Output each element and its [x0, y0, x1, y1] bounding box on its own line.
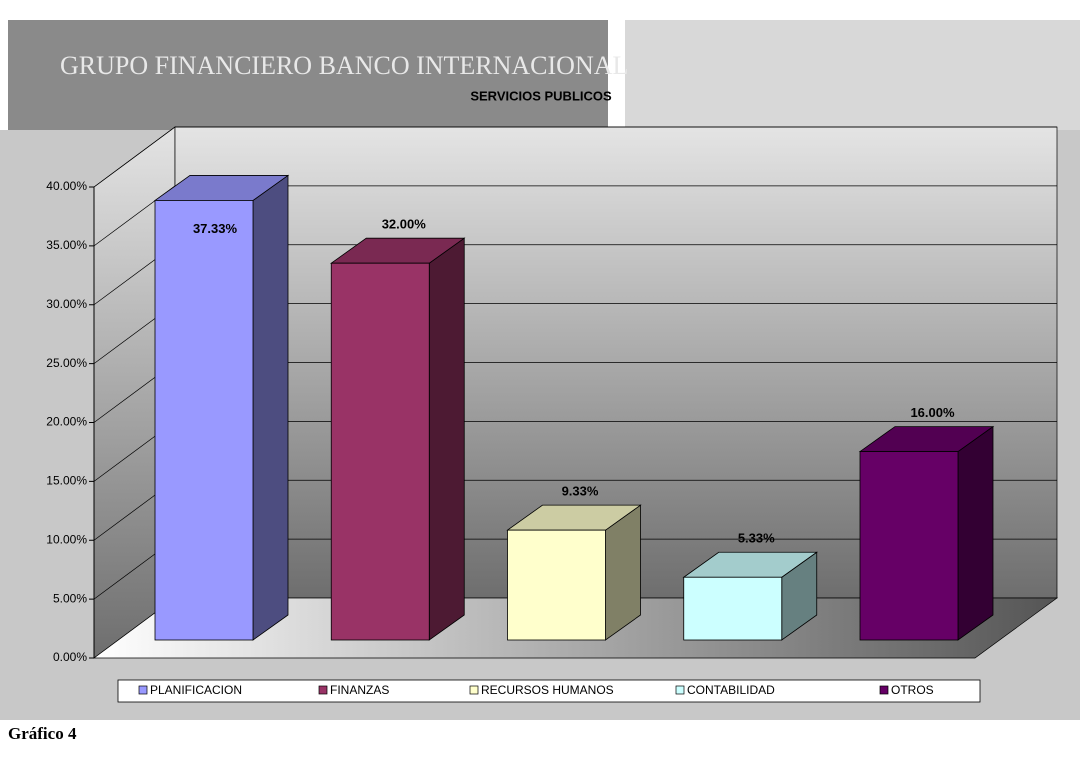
bar	[859, 451, 959, 641]
caption-bg	[0, 720, 1080, 773]
legend-swatch	[675, 685, 685, 695]
chart-title: SERVICIOS PUBLICOS	[470, 88, 612, 103]
bar	[683, 576, 783, 641]
value-label: 16.00%	[910, 405, 955, 420]
y-tick-label: 5.00%	[53, 591, 87, 605]
legend-swatch	[138, 685, 148, 695]
bar	[507, 529, 606, 641]
value-label: 32.00%	[382, 217, 427, 232]
value-label: 37.33%	[193, 221, 238, 236]
legend-swatch	[469, 685, 479, 695]
legend-swatch	[318, 685, 328, 695]
y-tick-label: 10.00%	[46, 532, 87, 546]
banner-bg	[8, 20, 608, 130]
y-tick-label: 20.00%	[46, 415, 87, 429]
legend-label: CONTABILIDAD	[687, 683, 775, 697]
y-tick-label: 30.00%	[46, 297, 87, 311]
legend-label: OTROS	[891, 683, 934, 697]
bar	[330, 262, 430, 641]
bar-side	[957, 425, 994, 641]
watermark: GRUPO FINANCIERO BANCO INTERNACIONAL	[60, 51, 628, 80]
value-label: 9.33%	[562, 484, 599, 499]
y-tick-label: 35.00%	[46, 238, 87, 252]
legend-label: FINANZAS	[330, 683, 389, 697]
value-label: 5.33%	[738, 531, 775, 546]
legend-label: PLANIFICACION	[150, 683, 242, 697]
y-tick-label: 25.00%	[46, 356, 87, 370]
legend-swatch	[879, 685, 889, 695]
banner-bg	[625, 20, 1080, 130]
bar	[154, 200, 254, 641]
y-tick-label: 15.00%	[46, 474, 87, 488]
bar-side	[428, 237, 465, 641]
legend-label: RECURSOS HUMANOS	[481, 683, 614, 697]
caption: Gráfico 4	[8, 724, 77, 743]
y-tick-label: 40.00%	[46, 179, 87, 193]
grid-line	[93, 126, 176, 188]
legend	[117, 679, 981, 703]
y-tick-label: 0.00%	[53, 650, 87, 664]
bar-side	[252, 174, 289, 641]
